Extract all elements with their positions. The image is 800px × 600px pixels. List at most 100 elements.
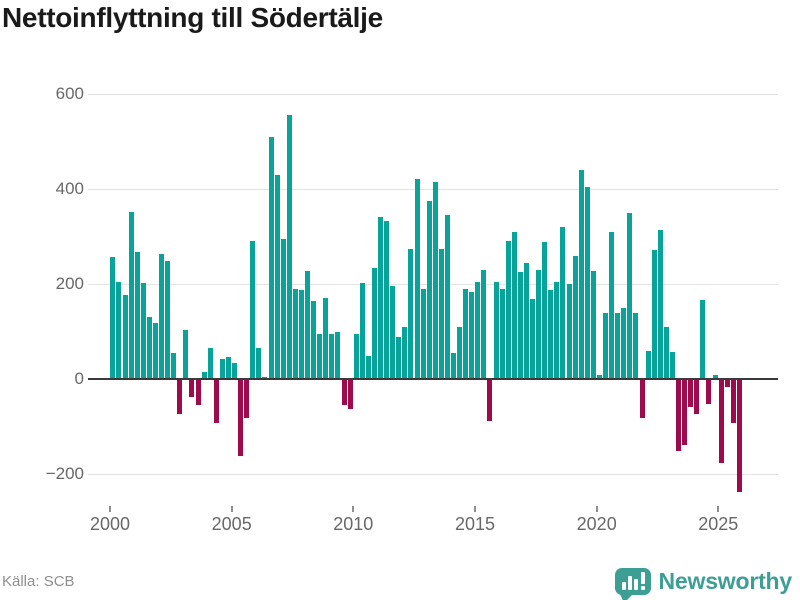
bar[interactable] xyxy=(207,348,213,380)
bar[interactable] xyxy=(712,374,718,380)
bar[interactable] xyxy=(134,252,140,380)
bar[interactable] xyxy=(669,351,675,380)
bar[interactable] xyxy=(457,327,462,380)
bar[interactable] xyxy=(542,242,548,380)
bar[interactable] xyxy=(645,350,651,380)
bar[interactable] xyxy=(444,215,450,380)
bar[interactable] xyxy=(694,380,700,414)
bar[interactable] xyxy=(250,241,256,380)
bar[interactable] xyxy=(268,136,274,380)
bar[interactable] xyxy=(609,231,615,380)
bar[interactable] xyxy=(511,232,517,380)
bar[interactable] xyxy=(578,170,584,380)
bar[interactable] xyxy=(487,380,493,422)
bar[interactable] xyxy=(627,212,633,380)
bar[interactable] xyxy=(554,281,560,380)
bar[interactable] xyxy=(280,239,286,380)
bar[interactable] xyxy=(159,254,164,380)
bar[interactable] xyxy=(730,380,736,424)
bar[interactable] xyxy=(323,298,329,380)
bar[interactable] xyxy=(572,255,578,380)
bar[interactable] xyxy=(256,348,262,380)
bar[interactable] xyxy=(596,374,602,380)
bar[interactable] xyxy=(530,299,535,380)
bar[interactable] xyxy=(517,272,523,380)
bar[interactable] xyxy=(560,226,566,380)
bar[interactable] xyxy=(499,288,505,380)
bar[interactable] xyxy=(171,352,177,380)
bar[interactable] xyxy=(341,380,347,405)
bar[interactable] xyxy=(219,359,225,380)
bar[interactable] xyxy=(244,380,250,419)
bar[interactable] xyxy=(213,380,219,424)
bar[interactable] xyxy=(621,308,627,380)
bar[interactable] xyxy=(152,323,158,380)
bar[interactable] xyxy=(590,271,596,380)
bar[interactable] xyxy=(438,249,444,380)
bar[interactable] xyxy=(615,312,621,380)
bar[interactable] xyxy=(414,179,420,380)
newsworthy-logo[interactable]: Newsworthy xyxy=(614,563,792,600)
bar[interactable] xyxy=(450,353,456,380)
bar[interactable] xyxy=(548,289,554,380)
bar[interactable] xyxy=(505,240,511,380)
bar[interactable] xyxy=(238,380,243,457)
bar[interactable] xyxy=(536,269,542,380)
bar[interactable] xyxy=(657,229,663,380)
bar[interactable] xyxy=(122,294,128,380)
bar[interactable] xyxy=(225,356,231,380)
bar[interactable] xyxy=(523,263,529,380)
bar[interactable] xyxy=(700,300,706,380)
bar[interactable] xyxy=(420,289,426,380)
bar[interactable] xyxy=(390,286,396,380)
bar[interactable] xyxy=(146,316,152,380)
bar[interactable] xyxy=(274,174,280,380)
bar[interactable] xyxy=(292,288,298,380)
bar[interactable] xyxy=(475,282,481,380)
bar[interactable] xyxy=(347,380,353,409)
bar[interactable] xyxy=(432,182,438,380)
bar[interactable] xyxy=(706,380,712,405)
bar[interactable] xyxy=(651,249,657,380)
bar[interactable] xyxy=(566,284,572,380)
bar[interactable] xyxy=(408,249,414,380)
bar[interactable] xyxy=(396,336,402,380)
bar[interactable] xyxy=(311,300,316,380)
bar[interactable] xyxy=(353,334,359,380)
bar[interactable] xyxy=(189,380,195,397)
bar[interactable] xyxy=(603,312,608,380)
bar[interactable] xyxy=(195,380,201,405)
bar[interactable] xyxy=(633,312,639,380)
bar[interactable] xyxy=(481,269,487,380)
bar[interactable] xyxy=(298,289,304,380)
bar[interactable] xyxy=(724,380,730,388)
bar[interactable] xyxy=(493,282,499,380)
bar[interactable] xyxy=(165,261,170,380)
bar[interactable] xyxy=(584,186,590,380)
bar[interactable] xyxy=(201,372,207,380)
bar[interactable] xyxy=(110,256,116,380)
bar[interactable] xyxy=(718,380,724,464)
bar[interactable] xyxy=(286,115,292,380)
bar[interactable] xyxy=(426,200,432,380)
bar[interactable] xyxy=(676,380,681,451)
bar[interactable] xyxy=(232,363,237,380)
bar[interactable] xyxy=(402,327,408,380)
bar[interactable] xyxy=(317,334,323,380)
bar[interactable] xyxy=(128,212,134,380)
bar[interactable] xyxy=(736,380,742,493)
bar[interactable] xyxy=(469,292,475,380)
bar[interactable] xyxy=(365,356,371,380)
bar[interactable] xyxy=(183,330,189,380)
bar[interactable] xyxy=(384,221,389,380)
bar[interactable] xyxy=(359,283,365,380)
bar[interactable] xyxy=(371,267,377,380)
bar[interactable] xyxy=(140,283,146,380)
bar[interactable] xyxy=(682,380,688,445)
bar[interactable] xyxy=(329,334,335,380)
bar[interactable] xyxy=(463,288,469,380)
bar[interactable] xyxy=(639,380,645,419)
bar[interactable] xyxy=(177,380,183,414)
bar[interactable] xyxy=(688,380,694,407)
bar[interactable] xyxy=(378,216,383,380)
